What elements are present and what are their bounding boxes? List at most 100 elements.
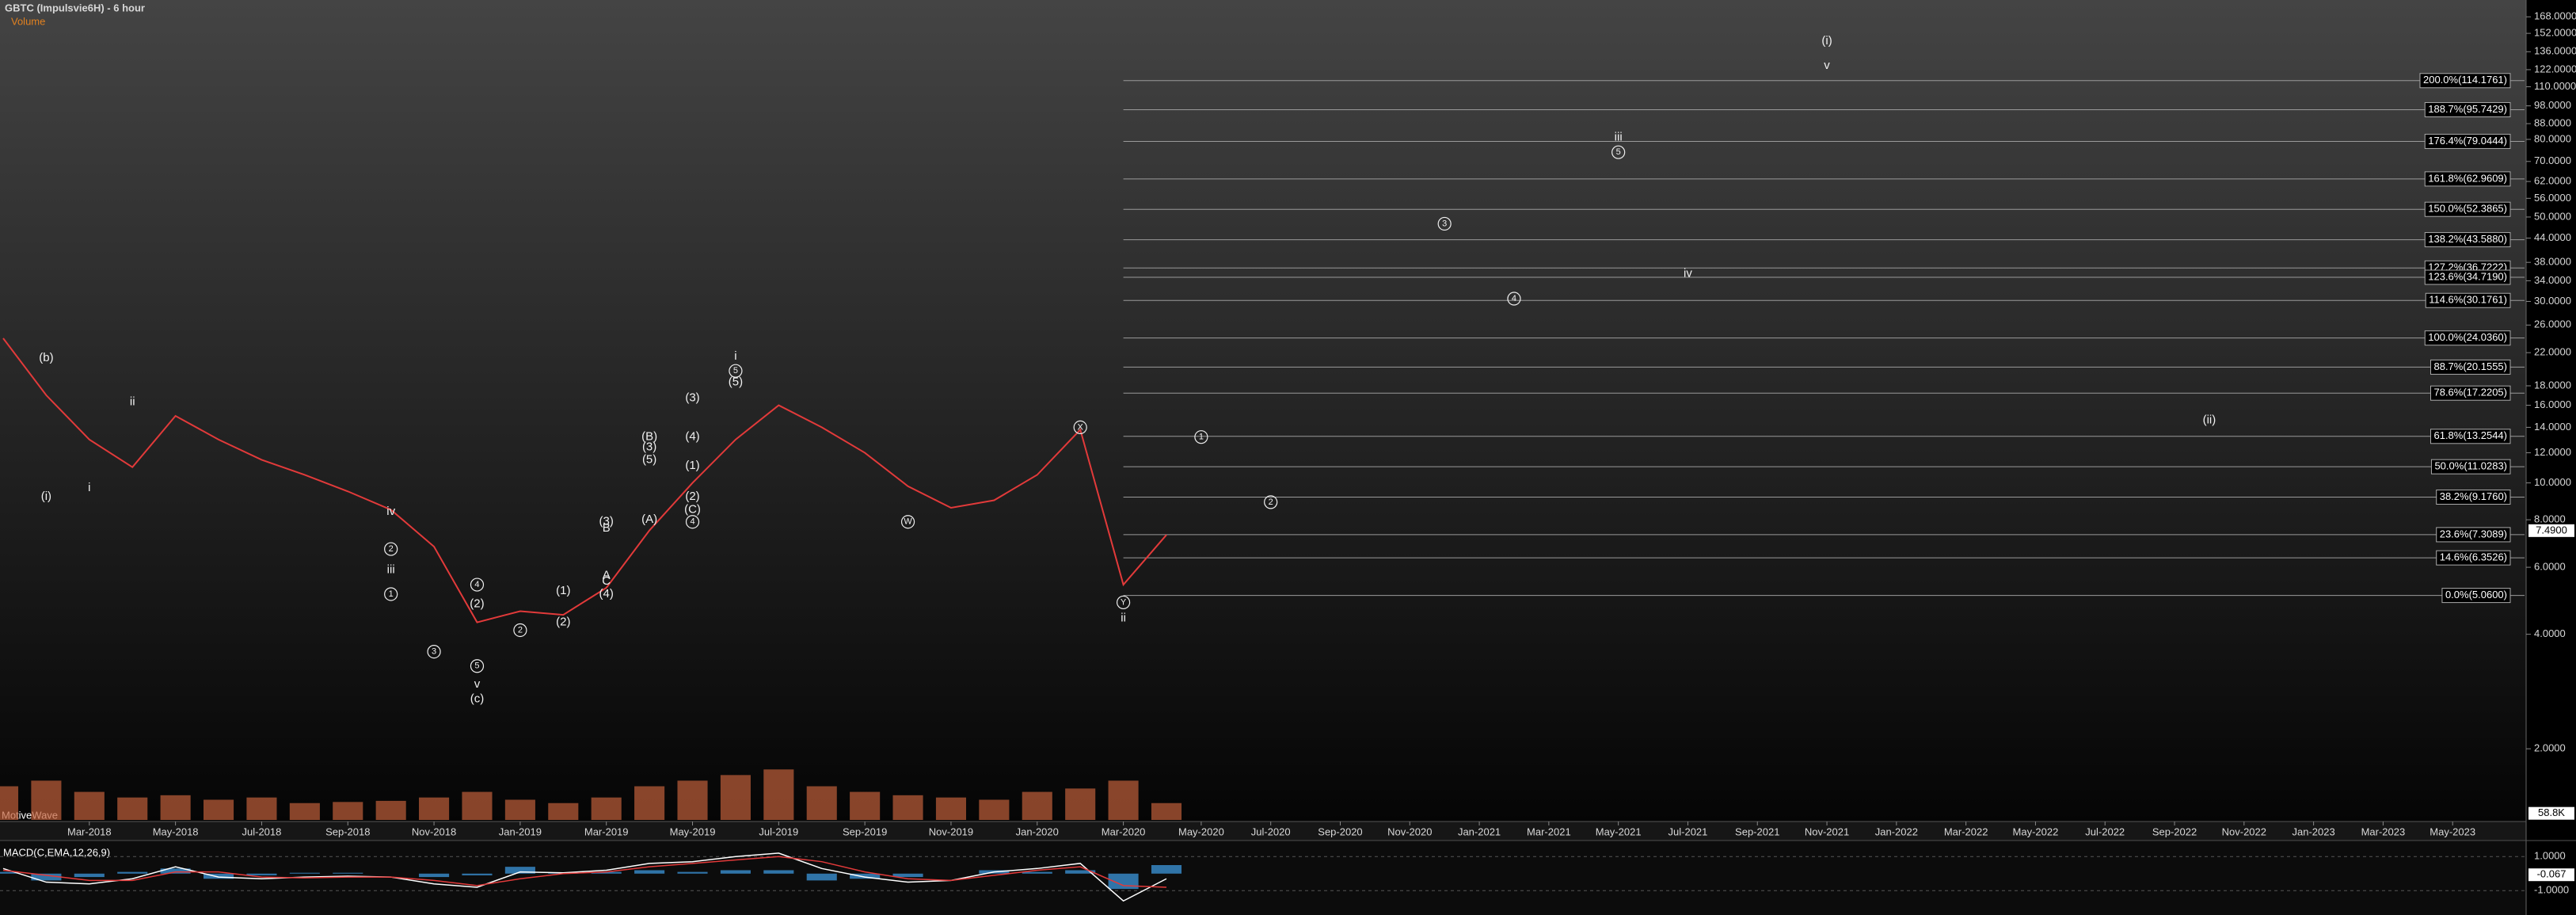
wave-label: v xyxy=(1824,59,1830,72)
macd-histogram-bar xyxy=(591,871,622,874)
volume-bar xyxy=(1151,803,1182,820)
fib-label: 38.2%(9.1760) xyxy=(2440,490,2507,502)
fib-label-box xyxy=(2430,359,2511,375)
wave-circle xyxy=(729,364,743,378)
y-tick-label: 122.0000 xyxy=(2534,63,2576,74)
wave-circle xyxy=(384,587,398,601)
x-tick-label: Sep-2020 xyxy=(1318,825,1362,837)
fib-label: 188.7%(95.7429) xyxy=(2428,103,2507,115)
fib-label: 88.7%(20.1555) xyxy=(2433,360,2507,372)
wave-circle xyxy=(384,542,398,556)
wave-label: 3 xyxy=(432,647,436,657)
volume-bar xyxy=(979,799,1010,820)
y-tick-label: 4.0000 xyxy=(2534,627,2566,639)
wave-label: X xyxy=(1078,422,1084,432)
wave-label: C xyxy=(602,574,611,588)
wave-label: (C) xyxy=(684,502,701,516)
macd-histogram-bar xyxy=(504,867,535,874)
y-tick-label: 62.0000 xyxy=(2534,175,2571,187)
y-tick-label: 10.0000 xyxy=(2534,476,2571,488)
volume-bar xyxy=(677,780,708,820)
wave-label: (2) xyxy=(470,597,484,611)
y-tick-label: 30.0000 xyxy=(2534,295,2571,307)
fib-label: 23.6%(7.3089) xyxy=(2440,528,2507,539)
y-tick-label: 38.0000 xyxy=(2534,256,2571,268)
macd-histogram-bar xyxy=(806,873,837,881)
macd-histogram-bar xyxy=(1108,873,1139,890)
wave-label: 4 xyxy=(1512,294,1516,303)
wave-label: iv xyxy=(386,505,395,518)
y-tick-label: 110.0000 xyxy=(2534,80,2576,92)
x-tick-label: Jan-2023 xyxy=(2293,825,2335,837)
wave-circle xyxy=(513,623,527,638)
y-tick-label: 22.0000 xyxy=(2534,346,2571,358)
wave-label: W xyxy=(904,517,912,527)
price-tag-box xyxy=(2528,524,2574,537)
wave-label: (4) xyxy=(599,587,614,600)
y-tick-label: 2.0000 xyxy=(2534,742,2566,754)
wave-label: (3) xyxy=(685,391,699,405)
fib-label: 61.8%(13.2544) xyxy=(2433,429,2507,441)
x-tick-label: Jan-2019 xyxy=(499,825,542,837)
macd-tick-label: -1.0000 xyxy=(2534,884,2569,896)
fib-label-box xyxy=(2424,269,2511,285)
x-tick-label: Jul-2020 xyxy=(1251,825,1291,837)
x-tick-label: May-2019 xyxy=(670,825,716,837)
fib-label: 200.0%(114.1761) xyxy=(2423,74,2507,86)
x-tick-label: Sep-2022 xyxy=(2152,825,2197,837)
wave-label: 2 xyxy=(1269,498,1273,507)
wave-label: i xyxy=(88,481,90,494)
y-tick-label: 136.0000 xyxy=(2534,45,2576,57)
x-tick-label: May-2018 xyxy=(153,825,199,837)
macd-histogram-bar xyxy=(419,873,450,878)
volume-bar xyxy=(462,791,493,820)
wave-label: iii xyxy=(1615,130,1623,143)
chart-title: GBTC (Impulsvie6H) - 6 hour xyxy=(5,2,145,13)
chart-subtitle: Volume xyxy=(11,15,45,27)
wave-label: (ii) xyxy=(2203,414,2216,427)
wave-label: 5 xyxy=(1616,147,1621,157)
fib-label-box xyxy=(2424,101,2511,117)
macd-histogram-bar xyxy=(462,873,493,875)
y-tick-label: 26.0000 xyxy=(2534,318,2571,330)
fib-label-box xyxy=(2441,588,2511,604)
wave-circle xyxy=(1194,430,1208,444)
fib-label: 50.0%(11.0283) xyxy=(2434,460,2507,472)
macd-line xyxy=(2,856,1167,888)
wave-label: (3) xyxy=(599,515,614,528)
fib-label-box xyxy=(2436,489,2511,505)
volume-bar xyxy=(806,786,837,820)
x-tick-label: Jul-2018 xyxy=(242,825,282,837)
fib-label: 176.4%(79.0444) xyxy=(2428,135,2507,147)
wave-label: (5) xyxy=(642,452,656,466)
macd-histogram-bar xyxy=(763,870,794,874)
wave-label: (3) xyxy=(642,440,656,454)
macd-histogram-bar xyxy=(117,871,148,874)
macd-histogram-bar xyxy=(74,873,105,878)
wave-label: (A) xyxy=(641,513,657,526)
wave-label: (i) xyxy=(41,490,51,503)
fib-label-box xyxy=(2430,459,2511,475)
x-tick-label: Nov-2022 xyxy=(2222,825,2266,837)
fib-label-box xyxy=(2430,385,2511,401)
volume-bar xyxy=(0,786,19,820)
macd-histogram-bar xyxy=(333,872,363,874)
macd-histogram-bar xyxy=(720,870,751,874)
wave-label: (4) xyxy=(685,430,699,444)
volume-bar xyxy=(31,780,62,820)
fib-label: 100.0%(24.0360) xyxy=(2428,331,2507,343)
y-tick-label: 14.0000 xyxy=(2534,421,2571,433)
x-tick-label: May-2020 xyxy=(1178,825,1224,837)
x-tick-label: Nov-2020 xyxy=(1387,825,1432,837)
fib-label-box xyxy=(2424,133,2511,149)
price-tag: 7.4900 xyxy=(2536,524,2567,536)
macd-histogram-bar xyxy=(1022,871,1052,874)
y-tick-label: 34.0000 xyxy=(2534,274,2571,286)
fib-label-box xyxy=(2419,73,2511,89)
wave-label: 1 xyxy=(389,589,394,599)
wave-label: (b) xyxy=(39,351,53,364)
y-tick-label: 70.0000 xyxy=(2534,154,2571,166)
wave-circle xyxy=(470,659,485,673)
macd-histogram-bar xyxy=(289,872,320,874)
y-tick-label: 6.0000 xyxy=(2534,561,2566,573)
